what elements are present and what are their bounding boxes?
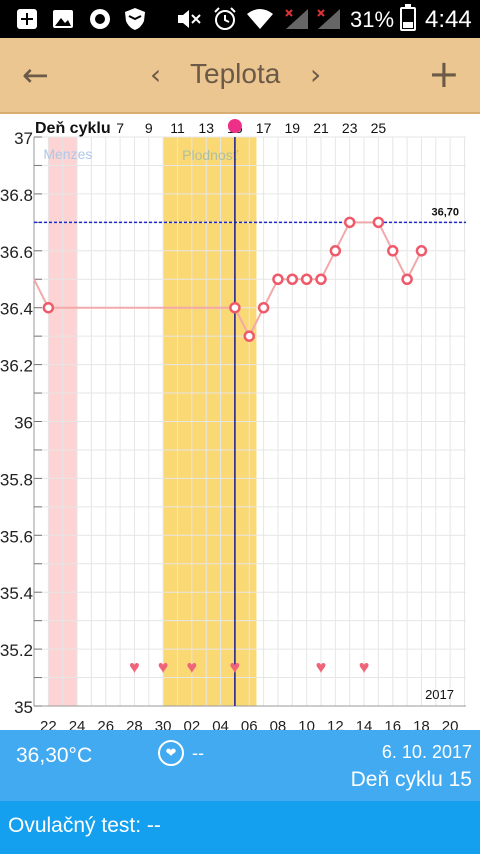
temperature-point[interactable]	[257, 301, 270, 314]
mute-icon	[176, 6, 202, 32]
y-tick-label: 36.4	[0, 300, 33, 319]
shield-icon	[124, 6, 146, 32]
next-chevron-icon[interactable]: ›	[310, 58, 322, 91]
top-tick-label: 13	[198, 120, 214, 136]
app-icon	[88, 6, 112, 32]
y-tick-label: 36.2	[0, 357, 33, 376]
temperature-chart[interactable]: 37 36.8 36.6 36.4 36.2 36 35.8 35.6 35.4 35.2 35 De…	[0, 114, 480, 736]
image-icon	[52, 6, 74, 32]
y-tick-label: 36.6	[0, 243, 33, 262]
y-tick-label: 35	[14, 698, 33, 717]
top-tick-label: 11	[170, 120, 185, 136]
back-arrow-icon[interactable]: ←	[22, 56, 49, 94]
previous-chevron-icon[interactable]: ‹	[150, 58, 162, 91]
signal-icon	[282, 6, 310, 32]
alarm-icon	[212, 6, 238, 32]
y-tick-label: 35.4	[0, 584, 33, 603]
add-icon	[16, 6, 38, 32]
y-tick-label: 37	[14, 129, 33, 148]
battery-icon	[400, 4, 416, 31]
add-icon[interactable]: +	[428, 52, 460, 96]
coverline-label: 36,70	[431, 206, 459, 218]
y-tick-label: 36.8	[0, 186, 33, 205]
heart-marker: ♥	[316, 657, 327, 677]
wifi-icon	[246, 6, 274, 32]
temperature-point[interactable]	[300, 273, 313, 285]
heart-marker: ♥	[230, 657, 241, 677]
temperature-point[interactable]	[415, 245, 428, 257]
cycle-day-axis-label: Deň cyklu	[35, 120, 111, 137]
top-tick-label: 17	[256, 120, 272, 136]
heart-marker: ♥	[359, 657, 370, 677]
temperature-value: 36,30°C	[16, 744, 93, 767]
year-label: 2017	[425, 687, 454, 702]
heart-marker: ♥	[187, 657, 198, 677]
menses-label: Menzes	[43, 146, 92, 162]
top-tick-label: 9	[145, 120, 153, 136]
temperature-point[interactable]	[387, 245, 399, 257]
temperature-point[interactable]	[329, 245, 342, 257]
page-title: Teplota	[190, 58, 281, 89]
battery-percent: 31%	[350, 7, 395, 32]
heart-marker: ♥	[129, 657, 140, 677]
fertile-label: Plodnosť	[182, 147, 239, 163]
date-label: 6. 10. 2017	[381, 742, 472, 762]
top-tick-label: 21	[313, 120, 329, 136]
toolbar: ← ‹ Teplota › +	[0, 38, 480, 114]
y-tick-label: 35.6	[0, 527, 33, 546]
signal-icon	[314, 6, 342, 32]
temperature-point[interactable]	[272, 273, 284, 285]
top-tick-label: 25	[371, 120, 387, 136]
heart-icon[interactable]: ❤	[158, 740, 184, 766]
top-tick-label: 23	[342, 120, 358, 136]
clock: 4:44	[425, 6, 472, 33]
temperature-point[interactable]	[229, 301, 241, 314]
temperature-point[interactable]	[243, 330, 255, 342]
temperature-point[interactable]	[286, 273, 299, 285]
top-tick-label: 19	[285, 120, 301, 136]
temperature-point[interactable]	[372, 216, 385, 229]
temperature-point[interactable]	[42, 301, 55, 314]
ovulation-test-bar[interactable]: Ovulačný test: --	[0, 801, 480, 854]
heart-marker: ♥	[158, 657, 169, 677]
info-panel: 36,30°C ❤ -- 6. 10. 2017 Deň cyklu 15	[0, 730, 480, 801]
intercourse-value: --	[192, 743, 204, 763]
ovulation-test-label: Ovulačný test: --	[8, 814, 161, 837]
status-bar: 31% 4:44	[0, 0, 480, 38]
y-tick-label: 35.8	[0, 470, 33, 489]
cycle-day-label: Deň cyklu 15	[350, 768, 472, 791]
temperature-point[interactable]	[315, 273, 327, 285]
temperature-point[interactable]	[401, 273, 413, 285]
top-tick-label: 7	[116, 120, 124, 136]
today-marker[interactable]	[227, 119, 242, 133]
temperature-point[interactable]	[343, 216, 356, 229]
chart-svg[interactable]: 37 36.8 36.6 36.4 36.2 36 35.8 35.6 35.4 35.2 35 De…	[0, 114, 480, 736]
y-tick-label: 35.2	[0, 641, 33, 660]
y-tick-label: 36	[14, 414, 33, 433]
